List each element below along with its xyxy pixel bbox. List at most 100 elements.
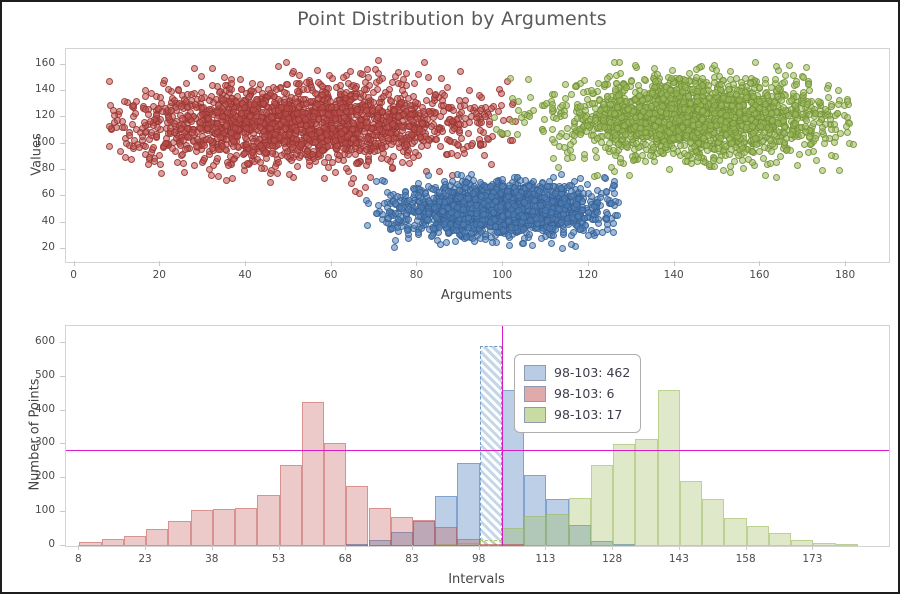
scatter-point	[283, 80, 291, 88]
scatter-point	[443, 84, 451, 92]
scatter-point	[692, 65, 700, 73]
scatter-point	[193, 135, 201, 143]
scatter-point	[106, 142, 114, 150]
scatter-point	[406, 116, 414, 124]
scatter-point	[833, 110, 841, 118]
scatter-point	[813, 156, 821, 164]
scatter-point	[432, 136, 440, 144]
scatter-point	[526, 93, 534, 101]
scatter-point	[514, 106, 522, 114]
scatter-point	[342, 165, 350, 173]
scatter-point	[379, 93, 387, 101]
scatter-point	[209, 162, 217, 170]
scatter-point	[580, 76, 588, 84]
scatter-point	[256, 124, 264, 132]
scatter-point	[551, 91, 559, 99]
scatter-point	[223, 109, 231, 116]
scatter-point	[373, 86, 381, 94]
scatter-point	[665, 166, 673, 174]
scatter-point	[271, 136, 279, 144]
scatter-point	[604, 131, 612, 139]
scatter-point	[716, 157, 724, 165]
scatter-point	[782, 72, 790, 80]
scatter-point	[106, 77, 114, 85]
scatter-point	[767, 160, 775, 168]
scatter-point	[796, 151, 803, 159]
scatter-point	[668, 66, 676, 74]
scatter-point	[121, 97, 129, 105]
scatter-point	[181, 146, 189, 154]
scatter-point	[478, 118, 486, 126]
scatter-point	[110, 106, 118, 114]
scatter-point	[213, 108, 221, 116]
scatter-point	[296, 71, 304, 79]
scatter-point	[737, 78, 745, 86]
scatter-point	[746, 79, 754, 87]
scatter-point	[612, 80, 620, 88]
scatter-point	[180, 168, 188, 176]
scatter-point	[508, 136, 516, 144]
scatter-point	[626, 171, 634, 179]
scatter-point	[457, 171, 465, 179]
scatter-point	[272, 163, 280, 171]
scatter-point	[351, 84, 359, 92]
scatter-point	[717, 134, 725, 142]
scatter-point	[483, 135, 491, 143]
scatter-point	[712, 122, 720, 130]
scatter-plot[interactable]	[65, 48, 890, 263]
scatter-point	[120, 124, 128, 132]
scatter-point	[514, 98, 522, 106]
scatter-point	[168, 144, 176, 152]
scatter-point	[633, 139, 641, 147]
scatter-point	[723, 111, 731, 119]
scatter-point	[821, 106, 829, 114]
scatter-point	[698, 115, 706, 123]
scatter-point	[247, 112, 255, 120]
scatter-point	[375, 126, 383, 134]
scatter-point	[331, 168, 339, 176]
scatter-point	[243, 140, 251, 148]
scatter-point	[351, 144, 359, 152]
scatter-point	[570, 123, 578, 131]
scatter-point	[364, 200, 372, 208]
scatter-point	[714, 144, 722, 152]
scatter-point	[225, 162, 233, 170]
scatter-point	[835, 166, 843, 174]
scatter-point	[540, 115, 548, 123]
scatter-point	[587, 86, 595, 94]
scatter-point	[183, 80, 191, 88]
scatter-point	[422, 97, 430, 105]
scatter-point	[730, 120, 738, 128]
scatter-point	[356, 190, 363, 198]
scatter-point	[157, 169, 165, 177]
scatter-point	[693, 88, 701, 96]
scatter-point	[294, 115, 302, 123]
scatter-point	[549, 135, 557, 143]
scatter-point	[214, 155, 222, 163]
scatter-point	[199, 157, 207, 165]
scatter-point	[684, 151, 692, 159]
scatter-point	[646, 152, 654, 160]
scatter-point	[231, 124, 239, 132]
scatter-point	[727, 140, 735, 148]
scatter-point	[682, 131, 690, 139]
scatter-point	[461, 149, 469, 157]
scatter-point	[196, 124, 204, 132]
scatter-point	[793, 161, 801, 169]
scatter-point	[736, 109, 743, 117]
scatter-point	[653, 70, 661, 78]
scatter-point	[442, 239, 450, 247]
scatter-point	[189, 128, 197, 136]
scatter-point	[843, 97, 851, 105]
scatter-point	[458, 108, 465, 116]
scatter-point	[468, 141, 476, 149]
scatter-point	[739, 165, 747, 173]
scatter-point	[705, 93, 713, 101]
scatter-point	[681, 84, 689, 92]
scatter-point	[602, 143, 610, 151]
scatter-point	[791, 119, 799, 127]
scatter-point	[222, 121, 230, 129]
scatter-point	[363, 221, 371, 229]
scatter-point	[480, 152, 488, 160]
scatter-point	[661, 118, 669, 126]
